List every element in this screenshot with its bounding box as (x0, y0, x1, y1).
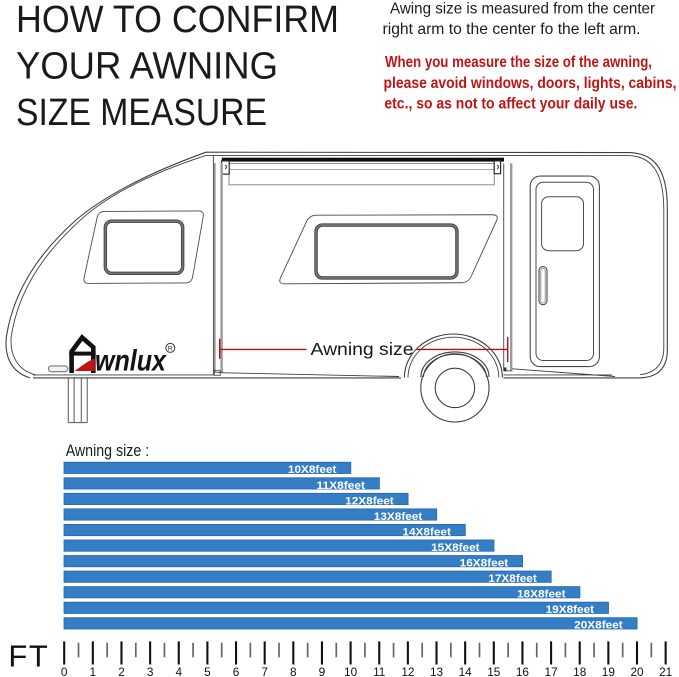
svg-text:3: 3 (147, 665, 154, 677)
svg-text:FT: FT (8, 639, 49, 674)
svg-text:Awning size: Awning size (311, 339, 414, 359)
svg-text:10: 10 (344, 665, 358, 677)
svg-text:14: 14 (459, 665, 473, 677)
svg-text:15X8feet: 15X8feet (431, 542, 480, 554)
svg-text:12: 12 (401, 665, 414, 677)
svg-text:2: 2 (118, 665, 125, 677)
svg-text:When you measure the size of t: When you measure the size of the awning, (385, 54, 652, 71)
svg-text:7: 7 (261, 665, 268, 677)
svg-text:R: R (168, 345, 173, 352)
svg-text:16: 16 (516, 665, 530, 677)
svg-text:6: 6 (233, 665, 240, 677)
svg-text:11: 11 (373, 665, 385, 677)
svg-text:please avoid windows, doors, l: please avoid windows, doors, lights, cab… (384, 75, 677, 92)
svg-text:21: 21 (659, 665, 672, 677)
svg-text:4: 4 (175, 665, 182, 677)
svg-text:SIZE MEASURE: SIZE MEASURE (16, 92, 267, 134)
svg-text:0: 0 (61, 665, 68, 677)
svg-text:Awing size is measured from th: Awing size is measured from the center (390, 1, 656, 18)
svg-text:18X8feet: 18X8feet (517, 589, 566, 601)
svg-text:etc., so as not to affect your: etc., so as not to affect your daily use… (384, 95, 637, 112)
svg-text:5: 5 (204, 665, 211, 677)
svg-text:13X8feet: 13X8feet (374, 511, 423, 523)
svg-text:18: 18 (573, 665, 587, 677)
svg-text:14X8feet: 14X8feet (402, 526, 451, 538)
svg-text:8: 8 (290, 665, 297, 677)
svg-text:19: 19 (602, 665, 615, 677)
svg-text:9: 9 (319, 665, 326, 677)
svg-text:Awning size :: Awning size : (66, 441, 150, 460)
svg-text:1: 1 (90, 665, 97, 677)
svg-text:YOUR AWNING: YOUR AWNING (16, 45, 278, 87)
svg-text:11X8feet: 11X8feet (317, 480, 366, 492)
svg-text:15: 15 (487, 665, 501, 677)
svg-text:12X8feet: 12X8feet (345, 495, 394, 507)
svg-text:16X8feet: 16X8feet (460, 558, 509, 570)
svg-text:17: 17 (545, 665, 558, 677)
svg-text:HOW TO CONFIRM: HOW TO CONFIRM (16, 0, 339, 41)
svg-text:right arm to the center fo the: right arm to the center fo the left arm. (383, 21, 641, 38)
svg-text:20: 20 (630, 665, 644, 677)
svg-text:20X8feet: 20X8feet (574, 620, 623, 632)
svg-text:17X8feet: 17X8feet (488, 573, 537, 585)
svg-text:19X8feet: 19X8feet (546, 604, 595, 616)
svg-text:wnlux: wnlux (95, 345, 167, 378)
svg-text:10X8feet: 10X8feet (288, 464, 337, 476)
svg-text:13: 13 (430, 665, 444, 677)
